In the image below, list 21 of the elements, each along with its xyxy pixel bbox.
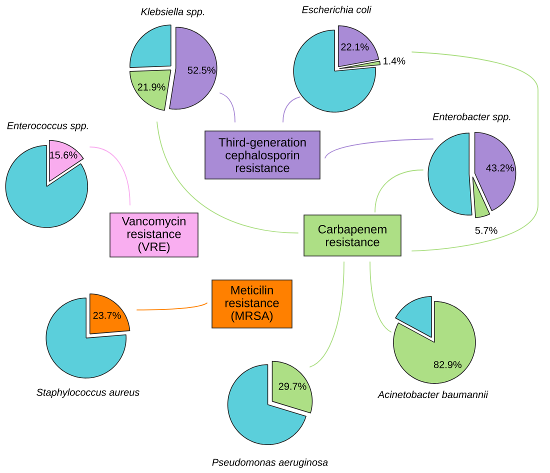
- data-label: 22.1%: [341, 43, 369, 50]
- text: Staphylococcus aureus: [36, 388, 140, 398]
- data-label: 52.5%: [188, 66, 216, 74]
- chart-title: Enterobacter spp.: [432, 112, 510, 122]
- data-label: 23.7%: [93, 312, 121, 319]
- chart-title: Klebsiella spp.: [141, 8, 204, 18]
- text: Carbapenem resistance: [318, 224, 386, 246]
- text: Third-generation cephalosporin resistance: [218, 138, 306, 172]
- text: Acinetobacter baumannii: [377, 390, 488, 398]
- data-label: 29.7%: [278, 382, 306, 390]
- data-label: 1.4%: [384, 57, 406, 64]
- text: Vancomycin resistance (VRE): [122, 216, 186, 254]
- data-label: 5.7%: [475, 226, 498, 234]
- data-label: 15.6%: [50, 152, 78, 159]
- chart-title: Escherichia coli: [302, 6, 372, 14]
- data-label: 82.9%: [434, 361, 462, 368]
- chart-title: Enterococcus spp.: [7, 122, 88, 132]
- data-label: 21.9%: [138, 84, 166, 91]
- data-label: 43.2%: [486, 164, 514, 172]
- text: Meticilin resistance (MRSA): [225, 286, 279, 322]
- text: Pseudomonas aeruginosa: [212, 458, 328, 468]
